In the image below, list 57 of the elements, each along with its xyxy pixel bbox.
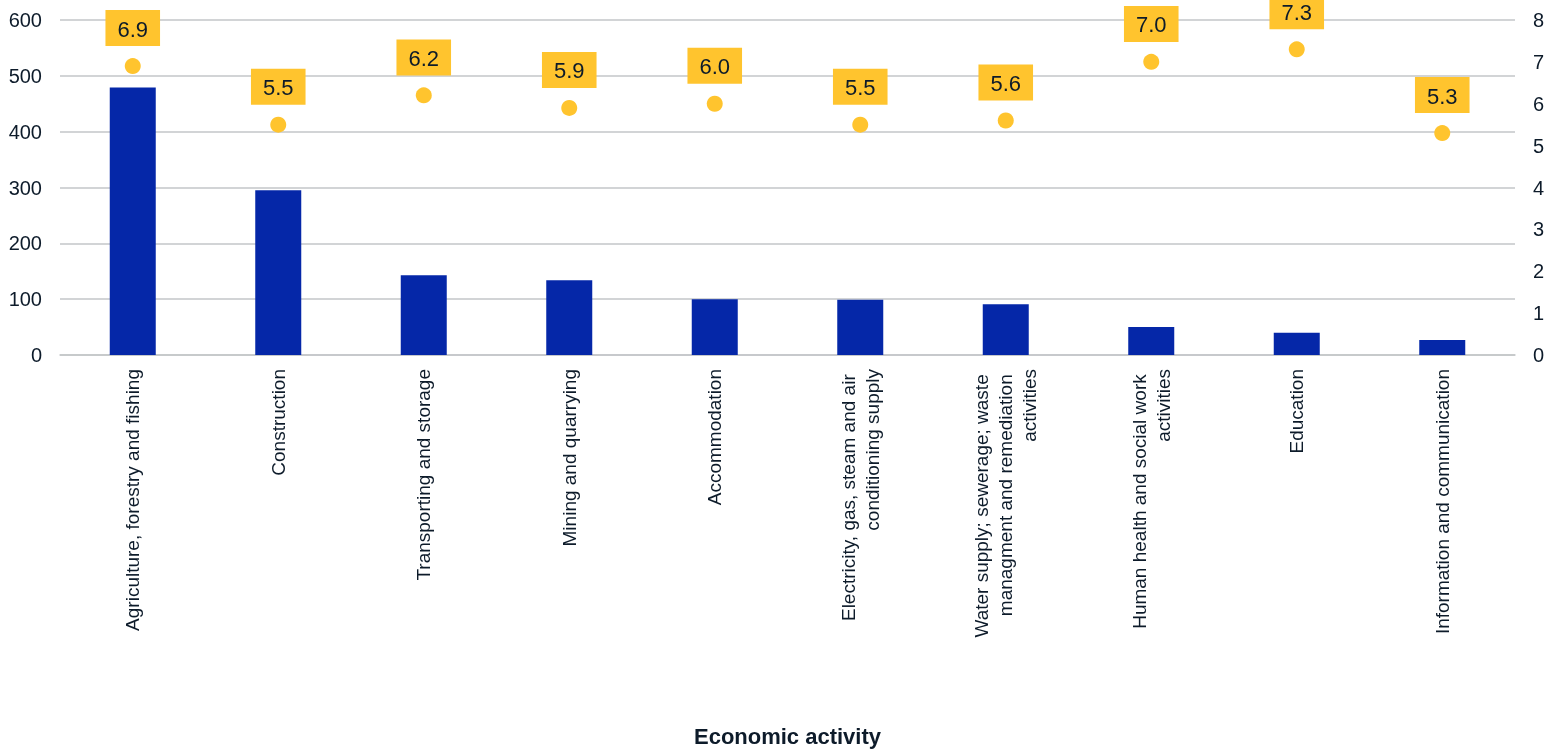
x-tick-label: Electricity, gas, steam and air conditioning supply: [837, 368, 883, 622]
data-label: 7.0: [1135, 12, 1167, 38]
point: [561, 99, 578, 116]
y-tick-label: 500: [8, 64, 42, 87]
y-tick-label: 300: [8, 176, 42, 199]
y2-tick-label: 2: [1533, 260, 1545, 283]
y2-tick-label: 7: [1533, 50, 1545, 73]
data-label: 5.9: [553, 58, 585, 84]
data-label: 5.5: [262, 75, 294, 101]
point: [124, 58, 141, 75]
point: [1143, 53, 1160, 70]
y2-tick-label: 5: [1533, 134, 1545, 157]
bar: [982, 304, 1029, 355]
x-tick-label: Construction: [267, 369, 289, 476]
x-tick-label: Water supply; sewerage; waste managment and remediation activities: [971, 369, 1041, 638]
y2-tick-label: 3: [1533, 218, 1545, 241]
point: [997, 112, 1014, 129]
x-tick-label: Information and communication: [1431, 369, 1453, 635]
y2-tick-label: 6: [1533, 92, 1545, 115]
point: [1434, 125, 1451, 142]
point: [706, 95, 723, 112]
y-tick-label: 600: [8, 9, 42, 31]
x-tick-label: Human health and social work activities: [1128, 369, 1174, 629]
y-tick-label: 200: [8, 232, 42, 255]
x-tick-label: Transporting and storage: [413, 369, 435, 581]
x-axis-title: Economic activity: [693, 723, 882, 749]
data-label: 7.3: [1281, 0, 1313, 25]
data-label: 6.2: [408, 45, 440, 71]
y-tick-label: 100: [8, 288, 42, 311]
bar: [691, 299, 738, 355]
x-tick-label: Agriculture, forestry and fishing: [122, 369, 144, 631]
bar: [837, 299, 884, 355]
y-tick-label: 400: [8, 120, 42, 143]
x-tick-label: Mining and quarrying: [558, 369, 580, 547]
data-label: 5.3: [1426, 83, 1458, 109]
data-label: 5.5: [844, 75, 876, 101]
point: [415, 87, 432, 104]
bar: [1419, 339, 1466, 355]
x-tick-label: Accommodation: [704, 369, 726, 506]
bar: [109, 87, 156, 355]
bar: [255, 190, 302, 355]
x-tick-label: Education: [1286, 369, 1308, 454]
y2-tick-label: 4: [1533, 176, 1545, 199]
point: [1288, 41, 1305, 58]
y2-tick-label: 1: [1533, 302, 1545, 325]
point: [270, 116, 287, 133]
data-label: 6.9: [117, 16, 149, 42]
bar: [1128, 327, 1175, 355]
y2-tick-label: 0: [1533, 344, 1545, 366]
data-label: 5.6: [990, 71, 1022, 96]
point: [852, 116, 869, 133]
bar: [1273, 332, 1320, 355]
y-tick-label: 0: [30, 344, 42, 366]
bar: [400, 275, 447, 355]
y2-tick-label: 8: [1533, 9, 1545, 31]
data-label: 6.0: [699, 54, 731, 80]
bar: [546, 280, 593, 355]
